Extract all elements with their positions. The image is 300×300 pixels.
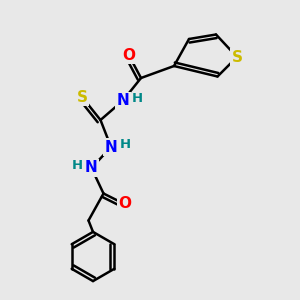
Text: N: N [117, 93, 129, 108]
Text: O: O [118, 196, 131, 211]
Text: H: H [132, 92, 143, 105]
Text: S: S [232, 50, 242, 64]
Text: N: N [85, 160, 98, 175]
Text: O: O [122, 48, 136, 63]
Text: H: H [71, 159, 83, 172]
Text: H: H [120, 138, 131, 151]
Text: N: N [105, 140, 117, 154]
Text: S: S [77, 90, 88, 105]
